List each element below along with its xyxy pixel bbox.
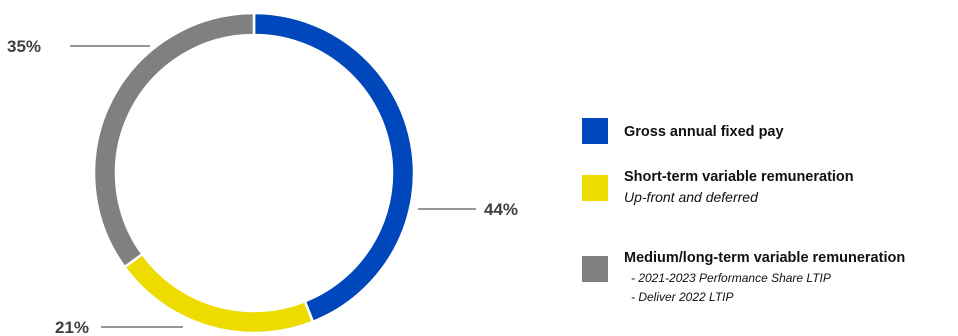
legend-label-fixed-pay: Gross annual fixed pay bbox=[624, 124, 784, 140]
legend-bullet-performance-share: - 2021-2023 Performance Share LTIP bbox=[631, 271, 831, 285]
data-label-medium-long-term: 35% bbox=[7, 37, 41, 56]
legend-bullet-deliver-ltip: - Deliver 2022 LTIP bbox=[631, 290, 734, 304]
donut-slice-short-term bbox=[122, 252, 315, 335]
data-label-fixed-pay: 44% bbox=[484, 200, 518, 219]
donut-slice-medium-long-term bbox=[92, 11, 256, 269]
donut-slice-fixed-pay bbox=[252, 11, 416, 324]
donut-slices bbox=[92, 11, 416, 335]
legend-swatch-medium-long-term bbox=[582, 256, 608, 282]
legend-sublabel-short-term: Up-front and deferred bbox=[624, 189, 759, 205]
data-label-short-term: 21% bbox=[55, 318, 89, 336]
legend-label-short-term: Short-term variable remuneration bbox=[624, 169, 854, 185]
legend-swatch-short-term bbox=[582, 175, 608, 201]
legend: Gross annual fixed pay Short-term variab… bbox=[582, 118, 905, 304]
legend-swatch-fixed-pay bbox=[582, 118, 608, 144]
legend-label-medium-long-term: Medium/long-term variable remuneration bbox=[624, 250, 905, 266]
